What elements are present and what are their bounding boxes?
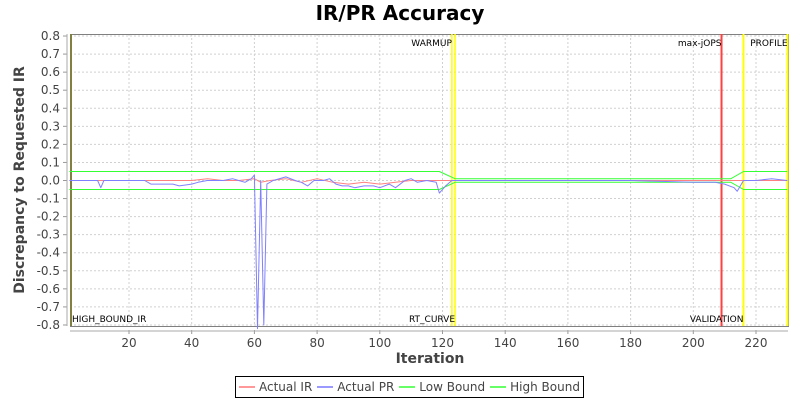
legend-swatch-icon (490, 386, 507, 388)
series-line-high-bound (69, 171, 788, 180)
series-line-low-bound (69, 181, 788, 190)
series-line-actual-pr (69, 174, 788, 330)
legend-swatch-icon (317, 386, 334, 388)
data-series (69, 171, 788, 330)
y-tick-label: 0.2 (41, 137, 60, 151)
x-tick-label: 160 (556, 336, 579, 350)
y-tick-label: 0.0 (41, 174, 60, 188)
y-tick-label: -0.6 (37, 282, 60, 296)
x-tick-label: 120 (431, 336, 454, 350)
y-tick-label: 0.6 (41, 65, 60, 79)
marker-label: max-jOPS (678, 39, 722, 49)
x-tick-label: 60 (247, 336, 262, 350)
legend-swatch-icon (239, 386, 255, 388)
legend-swatch-icon (399, 386, 416, 388)
x-tick-label: 200 (682, 336, 705, 350)
marker-label: WARMUP (411, 39, 452, 49)
x-tick-label: 80 (309, 336, 324, 350)
y-tick-label: 0.8 (41, 29, 60, 43)
x-tick-label: 180 (619, 336, 642, 350)
x-tick-label: 220 (745, 336, 768, 350)
legend-item-actual-ir[interactable]: Actual IR (239, 380, 312, 394)
chart-title: IR/PR Accuracy (315, 1, 485, 25)
y-tick-label: 0.3 (41, 119, 60, 133)
y-tick-label: 0.5 (41, 83, 60, 97)
legend-label: Actual PR (337, 380, 395, 394)
legend-label: High Bound (510, 380, 580, 394)
y-tick-label: -0.5 (37, 264, 60, 278)
y-tick-label: 0.1 (41, 155, 60, 169)
x-tick-label: 40 (184, 336, 199, 350)
y-tick-label: -0.2 (37, 210, 60, 224)
legend-label: Actual IR (259, 380, 313, 394)
marker-label: PROFILE (750, 39, 788, 49)
legend-item-low-bound[interactable]: Low Bound (399, 380, 485, 394)
y-tick-label: -0.1 (37, 192, 60, 206)
y-tick-label: -0.8 (37, 318, 60, 332)
legend-label: Low Bound (419, 380, 486, 394)
marker-label: RT_CURVE (409, 315, 455, 325)
y-tick-label: 0.4 (41, 101, 60, 115)
x-axis-label: Iteration (395, 351, 465, 367)
legend-item-actual-pr[interactable]: Actual PR (317, 380, 394, 394)
y-tick-label: -0.3 (37, 228, 60, 242)
y-tick-label: -0.7 (37, 300, 60, 314)
x-tick-label: 20 (121, 336, 136, 350)
x-tick-label: 100 (368, 336, 391, 350)
legend: Actual IR Actual PR Low Bound High Bound (235, 376, 584, 398)
legend-item-high-bound[interactable]: High Bound (490, 380, 580, 394)
x-tick-label: 140 (494, 336, 517, 350)
marker-label: HIGH_BOUND_IR (72, 315, 146, 325)
y-tick-label: -0.4 (37, 246, 60, 260)
marker-label: VALIDATION (690, 315, 744, 325)
y-tick-label: 0.7 (41, 47, 60, 61)
